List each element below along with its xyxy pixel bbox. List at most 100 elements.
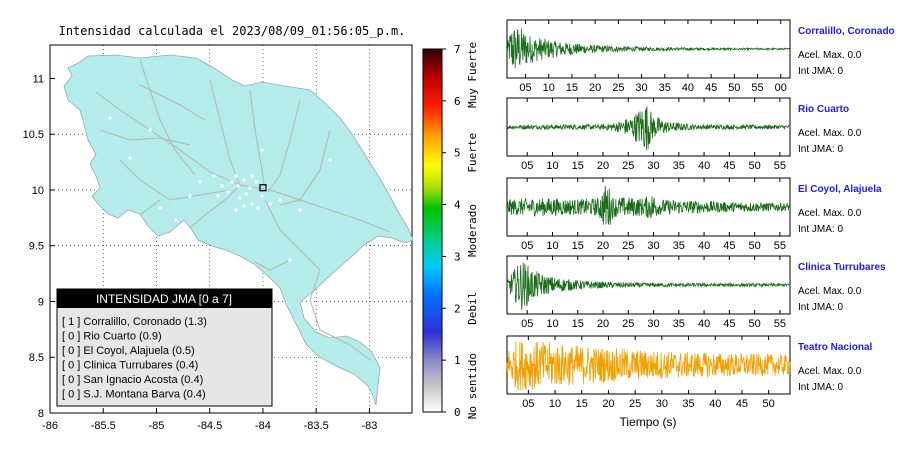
station-marker (348, 318, 352, 322)
seismogram-tick-label: 20 (589, 82, 601, 94)
seismogram-tick-label: 30 (656, 398, 668, 410)
seismogram-tick-label: 50 (749, 318, 761, 330)
colorbar-level-label: No sentido (466, 353, 479, 419)
road (189, 184, 241, 229)
legend-item-6: [ 0 ] S.J. Montana Barva (0.4) (62, 389, 206, 401)
station-marker (250, 174, 254, 178)
road (279, 129, 331, 206)
seismogram-tick-label: 40 (698, 318, 710, 330)
seismogram-tick-label: 20 (602, 398, 614, 410)
road (139, 84, 206, 121)
station-name: El Coyol, Alajuela (798, 184, 882, 195)
seismogram-panel: 05 10 15 20 25 30 35 40 45 50 55 Rio Cuarto Acel. Ma… (506, 97, 862, 172)
seismogram-tick-label: 25 (622, 318, 634, 330)
map-x-tick-label: -86 (42, 420, 58, 432)
station-marker (248, 186, 252, 190)
station-markers (108, 116, 374, 342)
time-axis-label: Tiempo (s) (620, 415, 677, 429)
station-jma: Int JMA: 0 (798, 224, 843, 235)
legend-header (57, 289, 272, 308)
seismogram-trace (506, 28, 790, 69)
map-x-tick-label: -85 (149, 420, 165, 432)
road (264, 199, 371, 361)
colorbar-tick-label: 7 (454, 43, 461, 56)
station-name: Teatro Nacional (798, 342, 872, 353)
map-title: Intensidad calculada el 2023/08/09_01:56… (59, 24, 406, 38)
station-marker (328, 158, 332, 162)
seismogram-tick-label: 05 (521, 160, 533, 172)
seismogram-tick-label: 50 (749, 240, 761, 252)
legend-item-3: [ 0 ] El Coyol, Alajuela (0.5) (62, 345, 195, 357)
seismogram-tick-label: 00 (775, 82, 787, 94)
seismogram-tick-label: 55 (774, 240, 786, 252)
road (139, 59, 196, 176)
station-accel: Acel. Max. 0.0 (798, 208, 862, 219)
land-outline (63, 54, 414, 406)
map-x-tick-label: -83.5 (304, 420, 329, 432)
seismogram-tick-label: 20 (597, 318, 609, 330)
road (139, 199, 161, 216)
map-y-tick-label: 10 (32, 185, 44, 197)
road (267, 99, 301, 193)
seismogram-tick-label: 45 (736, 398, 748, 410)
colorbar (422, 48, 443, 413)
seismogram-tick-label: 50 (728, 82, 740, 94)
station-marker (174, 218, 178, 222)
seismogram-tick-label: 35 (673, 160, 685, 172)
station-accel: Acel. Max. 0.0 (798, 128, 862, 139)
station-marker (148, 128, 152, 132)
seismogram-tick-label: 35 (659, 82, 671, 94)
seismogram-tick-label: 25 (622, 240, 634, 252)
colorbar-tick-label: 0 (454, 406, 461, 419)
station-jma: Int JMA: 0 (798, 382, 843, 393)
map-y-tick-label: 8.5 (29, 352, 44, 364)
map-y-tick-label: 11 (33, 73, 44, 85)
map-y-tick-label: 9.5 (29, 241, 44, 253)
seismogram-panel: 05 10 15 20 25 30 35 40 45 50 55 Clinica Turrubares… (506, 255, 886, 330)
seismogram-tick-label: 40 (682, 82, 694, 94)
colorbar-levels: Muy Fuerte Fuerte Moderado Debil No sentido (466, 42, 479, 419)
seismogram-tick-label: 30 (647, 160, 659, 172)
epicenter-marker (259, 184, 267, 192)
seismogram-tick-label: 15 (572, 240, 584, 252)
seismogram-tick-label: 10 (546, 160, 558, 172)
seismogram-tick-label: 45 (723, 318, 735, 330)
seismogram-tick-label: 20 (597, 160, 609, 172)
road-network (95, 59, 391, 361)
station-marker (370, 338, 374, 342)
colorbar-tick-label: 2 (454, 302, 461, 315)
station-jma: Int JMA: 0 (798, 66, 843, 77)
seismogram-tick-label: 20 (597, 240, 609, 252)
seismogram-tick-label: 05 (519, 82, 531, 94)
seismogram-tick-label: 40 (709, 398, 721, 410)
station-name: Corralillo, Coronado (798, 26, 895, 37)
seismogram-tick-label: 25 (629, 398, 641, 410)
seismogram-tick-label: 10 (546, 318, 558, 330)
seismogram-tick-label: 05 (521, 240, 533, 252)
station-marker (212, 174, 216, 178)
seismogram-tick-label: 30 (647, 240, 659, 252)
seismogram-tick-label: 40 (698, 240, 710, 252)
station-accel: Acel. Max. 0.0 (798, 50, 862, 61)
map-x-tick-label: -85.5 (91, 420, 116, 432)
seismogram-tick-label: 55 (774, 318, 786, 330)
station-marker (198, 180, 202, 184)
seismogram-tick-label: 10 (549, 398, 561, 410)
costa-rica-map (63, 54, 414, 406)
seismogram-tick-label: 05 (521, 318, 533, 330)
seismogram-tick-label: 55 (774, 160, 786, 172)
seismogram-tick-label: 15 (572, 318, 584, 330)
station-jma: Int JMA: 0 (798, 302, 843, 313)
seismogram-tick-label: 10 (543, 82, 555, 94)
station-accel: Acel. Max. 0.0 (798, 366, 862, 377)
road (249, 89, 266, 191)
colorbar-ticks: 7 6 5 4 3 2 1 0 (442, 43, 461, 419)
colorbar-level-label: Fuerte (466, 133, 479, 173)
seismogram-tick-label: 30 (647, 318, 659, 330)
station-marker (288, 258, 292, 262)
seismogram-tick-label: 35 (673, 240, 685, 252)
seismogram-panel: 05 10 15 20 25 30 35 40 45 50 55 00 Corralillo, Coro… (506, 19, 895, 94)
station-marker (242, 178, 246, 182)
road (119, 159, 231, 201)
